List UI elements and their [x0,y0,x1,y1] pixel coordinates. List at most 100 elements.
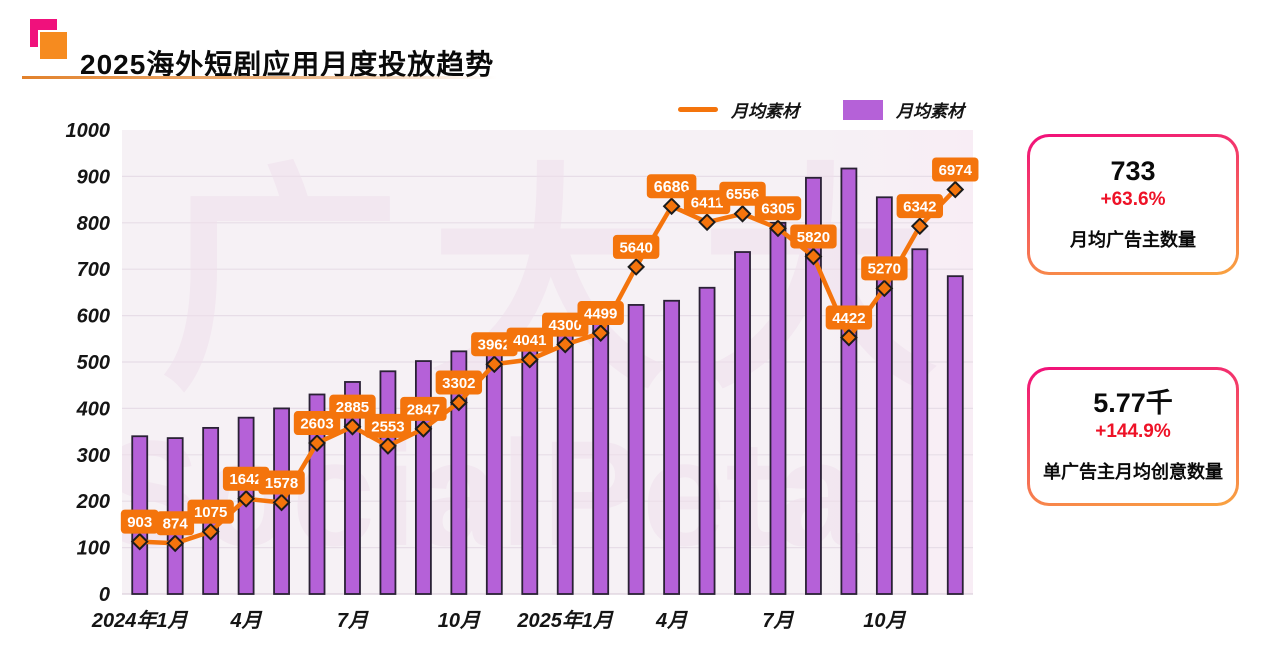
bar [627,304,645,595]
data-label: 6342 [903,199,936,216]
data-label-box [222,466,270,491]
data-label-box [156,511,195,536]
data-label-box [471,332,518,357]
bar [592,319,610,595]
bar [840,167,858,595]
y-axis-tick-label: 200 [76,491,110,513]
diamond-marker [237,489,256,508]
y-axis-tick-label: 500 [77,352,110,374]
data-label-box [719,181,766,206]
data-label-box [683,190,731,215]
data-label: 2603 [300,415,333,432]
diamond-marker [379,437,397,455]
data-label-box [329,394,376,419]
diamond-marker [875,279,894,298]
x-axis-tick-label: 10月 [863,610,906,632]
data-label: 6411 [691,195,724,212]
data-label-box [293,411,341,436]
data-label: 5640 [619,239,652,256]
stat-card-body: 5.77千 +144.9% 单广告主月均创意数量 [1030,370,1236,503]
data-label: 2885 [336,399,369,416]
diamond-marker [769,219,787,238]
data-label-box [258,470,305,495]
diamond-marker [166,534,185,553]
y-axis-tick-label: 900 [77,166,110,188]
x-axis-tick-label: 4月 [230,610,263,632]
data-label: 5820 [797,229,830,246]
diamond-marker [839,328,858,347]
diamond-marker [520,350,539,369]
diamond-marker [414,419,433,438]
y-axis-tick-label: 1000 [66,120,111,142]
page-header: 2025海外短剧应用月度投放趋势 [0,0,1275,90]
diamond-marker [556,335,575,354]
line-series-swatch-icon [678,107,718,112]
legend-bar-label: 月均素材 [896,102,964,121]
data-label: 4422 [832,310,865,327]
bar [769,221,787,595]
data-label-box [120,509,159,534]
data-label: 6974 [939,162,973,179]
diamond-marker [130,532,149,551]
data-label: 2847 [407,401,440,418]
data-label-box [825,305,873,330]
bar [556,327,574,595]
data-label-box [364,413,412,438]
diamond-marker [627,257,646,276]
bar [946,275,964,595]
legend-line-label: 月均素材 [731,102,799,121]
bar [911,248,929,595]
data-label-box [577,301,624,326]
data-label: 903 [127,514,152,531]
x-axis-tick-label: 10月 [438,610,481,632]
y-axis-tick-label: 700 [77,259,110,281]
bar [344,381,361,595]
stat-change: +144.9% [1095,421,1171,443]
chart-legend: 月均素材 月均素材 [678,97,964,122]
bar [485,340,503,595]
diamond-marker [308,434,326,452]
legend-item-line: 月均素材 [678,97,799,122]
data-label: 3302 [442,375,475,392]
data-label-box [861,256,908,281]
diamond-marker [449,393,468,412]
bar [805,176,822,595]
diamond-marker [591,324,610,342]
diamond-marker [662,197,681,216]
y-axis-tick-label: 400 [76,398,110,420]
diamond-marker [946,180,965,199]
data-label: 3962 [478,337,511,354]
bar [379,370,397,595]
data-label: 6305 [761,201,794,218]
y-axis-tick-label: 100 [77,538,110,560]
stat-card-creatives-per-advertiser: 5.77千 +144.9% 单广告主月均创意数量 [1027,367,1239,506]
stat-label: 单广告主月均创意数量 [1043,462,1223,483]
data-label: 5270 [868,261,901,278]
y-axis-tick-label: 600 [77,306,110,328]
data-label-box [435,370,483,395]
legend-item-bar: 月均素材 [843,97,964,122]
data-label: 6686 [654,179,690,196]
data-label: 2553 [371,418,404,435]
data-label: 874 [163,516,189,533]
data-label: 4300 [549,317,582,334]
data-label-box [400,396,447,421]
stat-label: 月均广告主数量 [1070,230,1196,251]
data-label: 4041 [513,332,546,349]
bar [734,251,751,595]
bar [414,360,432,595]
stat-card-monthly-advertisers: 733 +63.6% 月均广告主数量 [1027,134,1239,275]
data-label-box [187,499,234,524]
stat-value: 733 [1110,155,1156,186]
x-axis-tick-label: 7月 [337,610,369,632]
stat-value: 5.77千 [1093,387,1173,418]
diamond-marker [201,522,220,541]
diamond-marker [698,213,716,232]
stat-card-body: 733 +63.6% 月均广告主数量 [1030,137,1236,272]
diamond-marker [733,204,752,223]
diamond-marker [272,493,291,512]
data-label-box [932,157,979,182]
data-label-box [612,234,660,259]
data-label-box [506,327,553,352]
